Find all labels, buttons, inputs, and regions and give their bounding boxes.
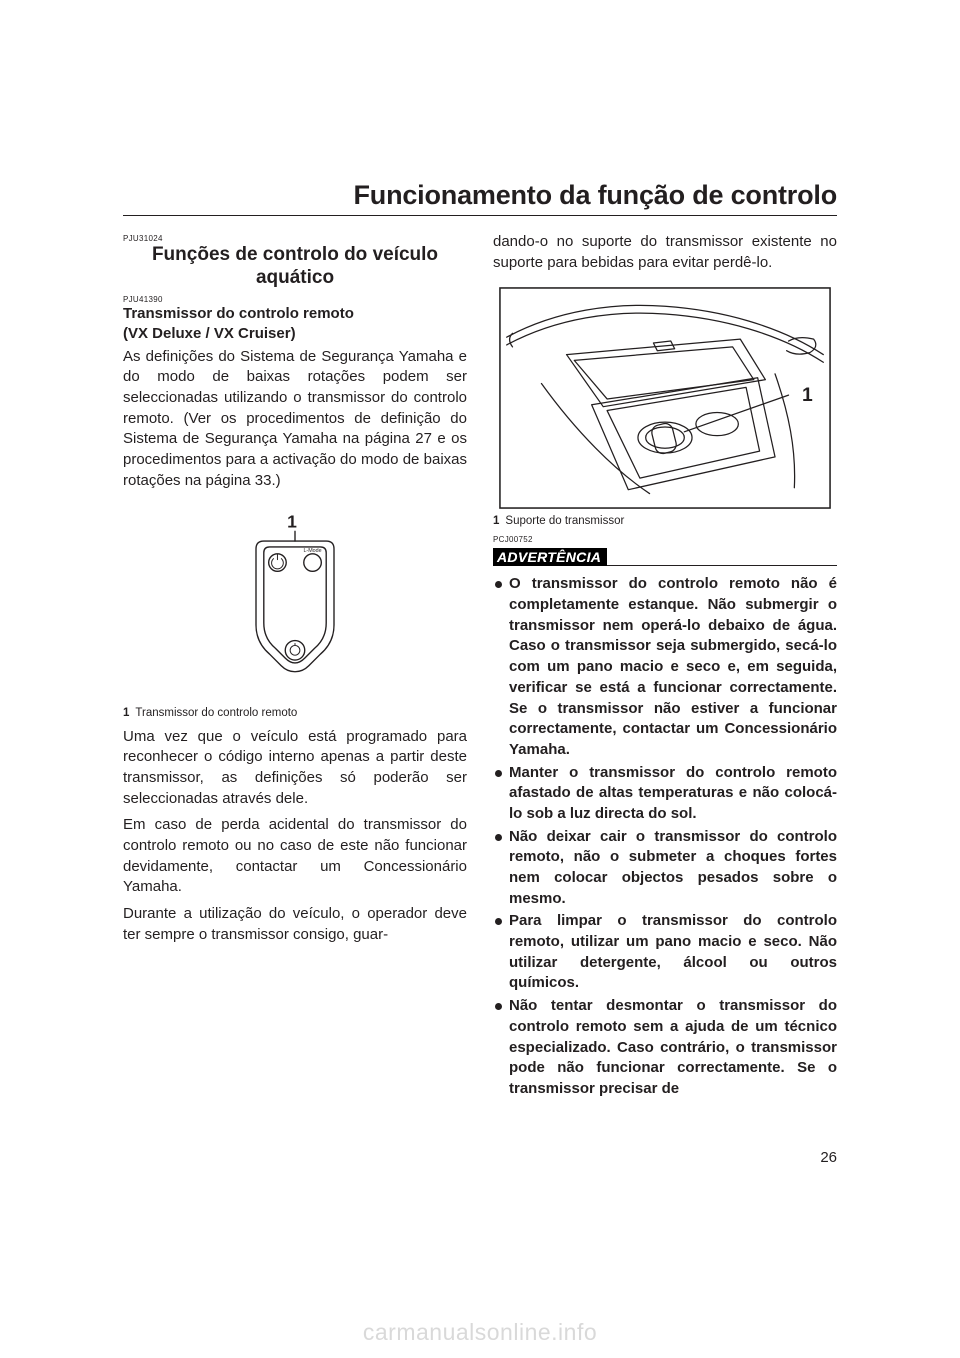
left-column: PJU31024 Funções de controlo do veículo … bbox=[123, 230, 467, 1102]
figure-transmitter-holder: 1 bbox=[493, 287, 837, 509]
figure-caption: 1 Suporte do transmissor bbox=[493, 515, 837, 527]
warning-bullet: Não deixar cair o transmissor do contro­… bbox=[493, 827, 837, 910]
body-paragraph: dando-o no suporte do transmissor existe… bbox=[493, 232, 837, 273]
svg-text:L-Mode: L-Mode bbox=[303, 547, 321, 553]
warning-rule bbox=[607, 547, 837, 566]
chapter-title: Funcionamento da função de controlo bbox=[123, 180, 837, 211]
ref-code: PJU31024 bbox=[123, 234, 467, 243]
manual-page: Funcionamento da função de controlo PJU3… bbox=[123, 180, 837, 1102]
ref-code: PJU41390 bbox=[123, 295, 467, 304]
figure-caption: 1 Transmissor do controlo remoto bbox=[123, 707, 467, 719]
warning-label: ADVERTÊNCIA bbox=[493, 548, 607, 566]
callout-number: 1 bbox=[802, 385, 813, 406]
caption-text: Suporte do transmissor bbox=[505, 515, 837, 527]
warning-bullet: Manter o transmissor do controlo remo­to… bbox=[493, 763, 837, 825]
caption-text: Transmissor do controlo remoto bbox=[135, 707, 467, 719]
warning-bullet: Para limpar o transmissor do controlo re… bbox=[493, 911, 837, 994]
callout-number: 1 bbox=[287, 511, 297, 531]
ref-code: PCJ00752 bbox=[493, 535, 837, 544]
subhead-line1: Transmissor do controlo remoto bbox=[123, 305, 354, 322]
warning-bullet: Não tentar desmontar o transmissor do co… bbox=[493, 996, 837, 1099]
body-paragraph: Em caso de perda acidental do transmisso… bbox=[123, 815, 467, 898]
section-heading: Funções de controlo do veículo aquático bbox=[123, 243, 467, 289]
page-number: 26 bbox=[820, 1149, 837, 1166]
section-heading-line2: aquático bbox=[256, 267, 334, 288]
holder-svg: 1 bbox=[493, 287, 837, 509]
caption-number: 1 bbox=[123, 707, 129, 719]
body-paragraph: Durante a utilização do veículo, o opera… bbox=[123, 904, 467, 945]
remote-svg: 1 L-Mode bbox=[195, 506, 395, 701]
body-paragraph: Uma vez que o veículo está programado pa… bbox=[123, 727, 467, 810]
title-rule bbox=[123, 215, 837, 216]
watermark: carmanualsonline.info bbox=[0, 1319, 960, 1346]
section-heading-line1: Funções de controlo do veículo bbox=[152, 244, 438, 265]
subhead-line2: (VX Deluxe / VX Cruiser) bbox=[123, 325, 296, 342]
figure-remote-transmitter: 1 L-Mode bbox=[123, 506, 467, 701]
warning-bullet: O transmissor do controlo remoto não é c… bbox=[493, 574, 837, 760]
subsection-heading: Transmissor do controlo remoto (VX Delux… bbox=[123, 304, 467, 342]
warning-bar: ADVERTÊNCIA bbox=[493, 548, 837, 566]
right-column: dando-o no suporte do transmissor existe… bbox=[493, 230, 837, 1102]
caption-number: 1 bbox=[493, 515, 499, 527]
two-column-layout: PJU31024 Funções de controlo do veículo … bbox=[123, 230, 837, 1102]
body-paragraph: As definições do Sistema de Segurança Ya… bbox=[123, 347, 467, 492]
warning-bullet-list: O transmissor do controlo remoto não é c… bbox=[493, 574, 837, 1099]
